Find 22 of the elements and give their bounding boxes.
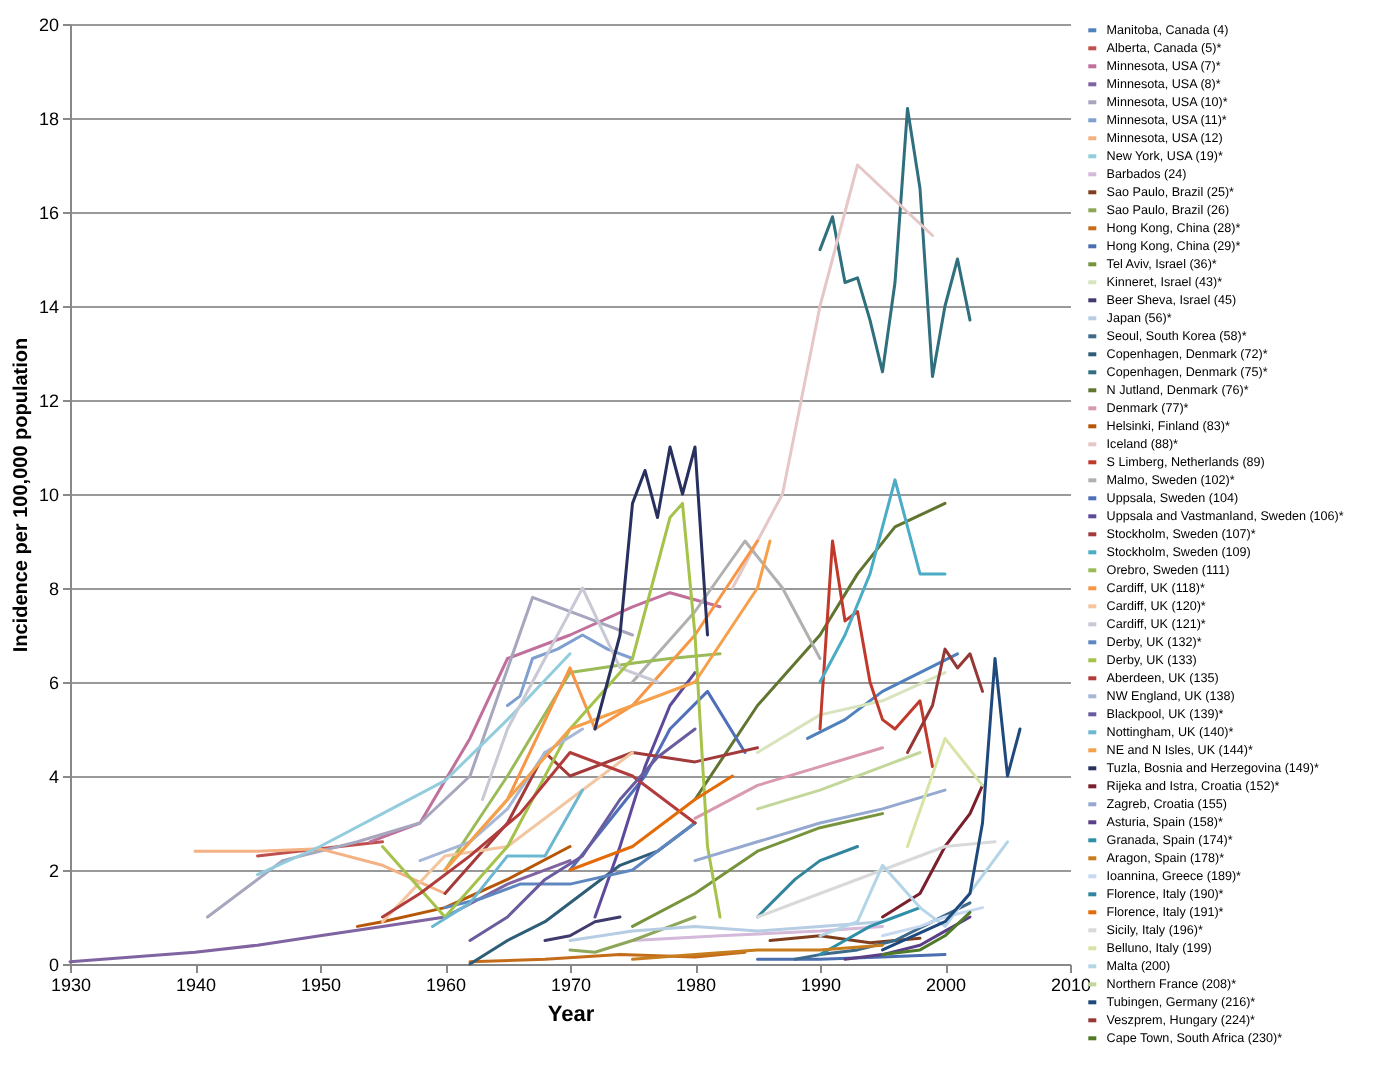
- y-tick-label: 10: [38, 485, 59, 505]
- y-tick-label: 0: [48, 955, 59, 975]
- y-axis-title: Incidence per 100,000 population: [10, 337, 33, 653]
- y-tick-label: 18: [38, 109, 59, 129]
- y-tick-label: 12: [38, 391, 59, 411]
- y-tick-label: 14: [38, 297, 59, 317]
- y-tick-label: 2: [48, 861, 59, 881]
- x-tick-label: 2000: [925, 975, 967, 995]
- x-tick-label: 1980: [675, 975, 717, 995]
- x-tick-label: 1940: [175, 975, 217, 995]
- x-tick-label: 1950: [300, 975, 342, 995]
- x-tick-label: 1960: [425, 975, 467, 995]
- y-tick-label: 6: [48, 673, 59, 693]
- y-tick-label: 16: [38, 203, 59, 223]
- x-tick-label: 1970: [550, 975, 592, 995]
- y-tick-label: 20: [38, 15, 59, 35]
- x-axis-title: Year: [547, 1003, 596, 1027]
- x-tick-label: 1930: [50, 975, 92, 995]
- y-tick-label: 4: [48, 767, 59, 787]
- x-tick-label: 2010: [1050, 975, 1092, 995]
- x-tick-label: 1990: [800, 975, 842, 995]
- y-tick-label: 8: [48, 579, 59, 599]
